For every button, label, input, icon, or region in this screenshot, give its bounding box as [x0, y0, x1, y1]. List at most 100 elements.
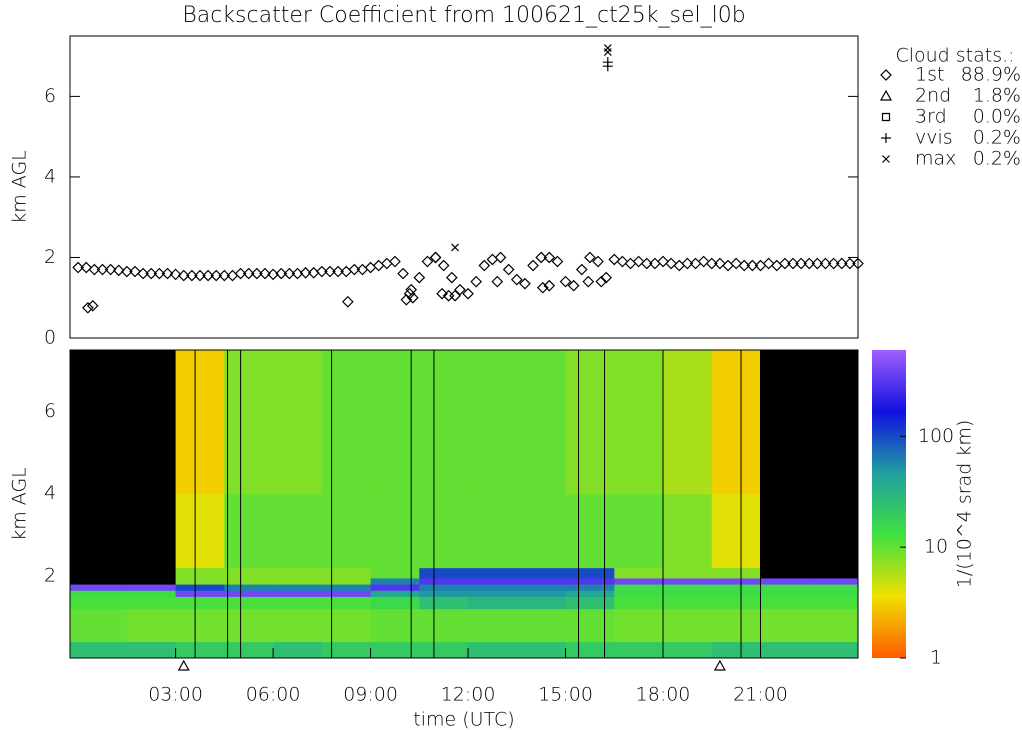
colorbar-tick-label: 10 [924, 536, 948, 558]
backscatter-cell [273, 577, 323, 585]
legend-symbol [879, 89, 893, 101]
backscatter-cell [809, 608, 859, 643]
cloud-point [603, 44, 612, 53]
backscatter-cell [273, 567, 323, 579]
legend-name: 2nd [915, 85, 951, 107]
backscatter-cell [468, 584, 518, 591]
backscatter-cell [419, 596, 469, 610]
backscatter-cell [711, 641, 762, 659]
backscatter-cell [224, 584, 274, 591]
backscatter-cell [224, 493, 274, 569]
backscatter-cell [663, 608, 713, 643]
cloud-point [844, 257, 856, 270]
backscatter-cell [224, 596, 274, 610]
backscatter-cell [516, 350, 567, 495]
backscatter-cell [273, 641, 323, 659]
cloud-point [705, 257, 718, 270]
cloud-point [275, 267, 288, 280]
cloud-point [795, 257, 807, 270]
cloud-point [364, 261, 377, 274]
backscatter-cell [321, 350, 372, 495]
cloud-point [673, 259, 686, 272]
backscatter-cell [565, 350, 615, 495]
backscatter-cell [126, 567, 177, 579]
cloud-point [730, 257, 742, 270]
cloud-point [543, 251, 556, 264]
backscatter-cell [370, 350, 420, 495]
plot-frame [69, 349, 859, 659]
backscatter-cell [175, 493, 225, 569]
cloud-point [186, 269, 198, 282]
backscatter-cell [809, 596, 859, 610]
backscatter-cell [370, 596, 420, 610]
legend-title: Cloud stats.: [895, 45, 1014, 67]
legend-symbol [880, 69, 892, 81]
backscatter-cell [663, 350, 713, 495]
legend-symbol [881, 112, 891, 122]
backscatter-cell [711, 590, 762, 597]
cloud-point [112, 264, 125, 277]
backscatter-cell [70, 608, 128, 643]
backscatter-cell [468, 596, 518, 610]
backscatter-cell [614, 577, 664, 585]
legend-name: max [915, 148, 956, 170]
cloud-point [413, 271, 426, 284]
backscatter-cell [614, 590, 664, 597]
cloud-point [88, 263, 101, 276]
x-tick-label: 06:00 [246, 684, 301, 706]
cloud-point [681, 257, 694, 270]
cloud-point [819, 257, 832, 270]
backscatter-cell [614, 596, 664, 610]
colorbar [872, 350, 906, 658]
backscatter-cell [126, 493, 177, 569]
backscatter-cell [468, 608, 518, 643]
cloud-point [421, 255, 434, 268]
cloud-point [608, 253, 621, 266]
y-tick-label: 6 [44, 400, 56, 422]
cloud-point [82, 301, 94, 314]
backscatter-cell [419, 493, 469, 569]
cloud-point [129, 265, 141, 278]
cloud-point [86, 299, 99, 312]
cloud-point [602, 57, 613, 68]
plot-frame [69, 35, 859, 339]
backscatter-cell [126, 577, 177, 585]
cloud-point [445, 271, 458, 284]
backscatter-cell [70, 590, 128, 597]
cloud-point [835, 257, 848, 270]
cloud-point [161, 267, 174, 280]
backscatter-cell [468, 567, 518, 579]
cloud-point [462, 287, 474, 300]
backscatter-cell [321, 567, 372, 579]
cloud-point [787, 257, 799, 270]
backscatter-cell [468, 641, 518, 659]
backscatter-cell [663, 590, 713, 597]
backscatter-cell [809, 584, 859, 591]
backscatter-cell [516, 577, 567, 585]
backscatter-cell [321, 590, 372, 597]
cloud-point [324, 265, 336, 278]
backscatter-cell [70, 577, 128, 585]
cloud-point [714, 257, 726, 270]
backscatter-cell [175, 596, 225, 610]
backscatter-cell [70, 596, 128, 610]
x-tick-label: 18:00 [636, 684, 691, 706]
legend-name: 3rd [915, 106, 947, 128]
x-tick-label: 03:00 [148, 684, 203, 706]
cloud-point [519, 277, 531, 290]
cloud-point [403, 287, 416, 300]
cloud-point [811, 257, 824, 270]
backscatter-cell [126, 584, 177, 591]
y-tick-label: 4 [44, 165, 56, 187]
cloud-point [202, 269, 214, 282]
backscatter-cell [321, 608, 372, 643]
cloud-point [575, 263, 588, 276]
cloud-point [543, 279, 556, 292]
cloud-point [437, 259, 450, 272]
backscatter-cell [614, 493, 664, 569]
cloud-point [348, 263, 361, 276]
cloud-point [121, 265, 133, 278]
y-tick-label: 0 [44, 327, 56, 349]
backscatter-cell [70, 493, 128, 569]
backscatter-cell [760, 590, 810, 597]
